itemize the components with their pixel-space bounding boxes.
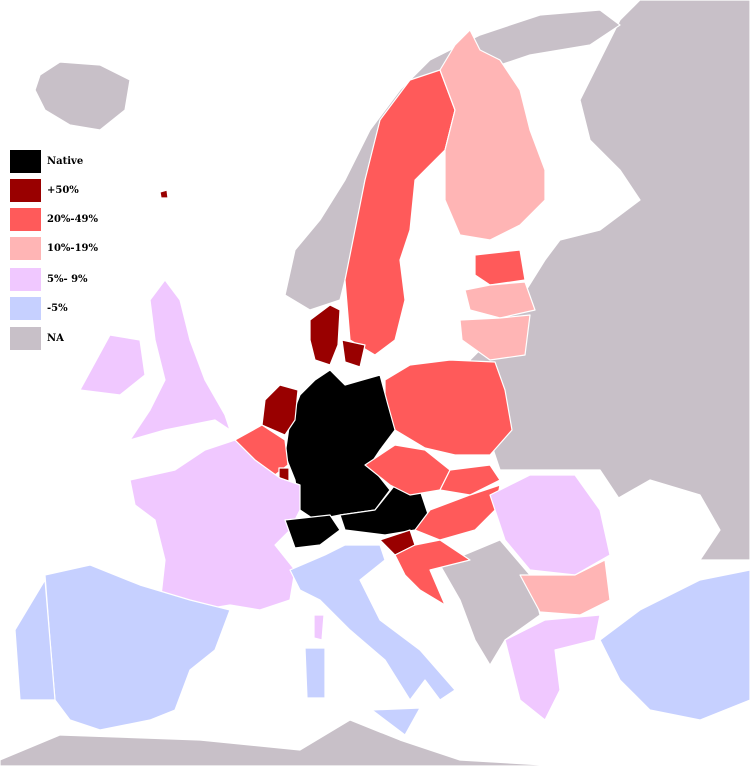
region-east: [469, 0, 750, 561]
region-spain: [44, 564, 231, 731]
legend-item-under-5: -5%: [10, 297, 68, 320]
region-germany: [284, 369, 396, 521]
region-turkey: [599, 569, 750, 721]
region-france: [129, 439, 301, 611]
region-greece: [504, 614, 601, 721]
legend-label: NA: [47, 333, 64, 344]
legend-label: Native: [47, 156, 84, 167]
region-lithuania: [459, 314, 531, 361]
legend-item-50-plus: +50%: [10, 179, 79, 202]
region-croatia: [394, 539, 471, 606]
region-estonia: [474, 249, 526, 286]
legend-item-na: NA: [10, 327, 64, 350]
region-sicily: [371, 707, 421, 736]
legend-label: 20%-49%: [47, 214, 98, 225]
region-poland: [384, 359, 513, 456]
legend-label: 5%- 9%: [47, 274, 88, 285]
region-bulgaria: [519, 559, 611, 616]
region-uk: [129, 279, 231, 441]
region-sweden: [344, 69, 456, 356]
legend-item-native: Native: [10, 150, 83, 173]
region-latvia: [464, 281, 536, 319]
region-sardinia: [304, 647, 326, 699]
region-faroe: [159, 189, 169, 199]
region-romania: [489, 474, 611, 576]
legend-swatch: [10, 150, 41, 173]
region-finland: [439, 29, 546, 241]
legend-item-5-9: 5%- 9%: [10, 268, 88, 291]
region-north-africa: [0, 719, 561, 766]
region-denmark: [309, 304, 341, 366]
legend-swatch: [10, 297, 41, 320]
region-denmark-islands: [341, 339, 366, 368]
region-black-sea: [611, 479, 721, 566]
legend-label: -5%: [47, 303, 68, 314]
legend-swatch: [10, 268, 41, 291]
region-slovakia: [439, 464, 501, 496]
legend-item-10-19: 10%-19%: [10, 237, 98, 260]
region-corsica: [313, 614, 325, 641]
legend-label: 10%-19%: [47, 243, 98, 254]
region-iceland: [34, 61, 131, 131]
region-ireland: [79, 334, 146, 396]
legend-swatch: [10, 327, 41, 350]
legend-item-20-49: 20%-49%: [10, 208, 98, 231]
legend-label: +50%: [47, 185, 79, 196]
region-switzerland: [284, 514, 341, 549]
region-portugal: [14, 579, 56, 701]
legend-swatch: [10, 179, 41, 202]
legend-swatch: [10, 237, 41, 260]
region-italy: [289, 544, 456, 701]
legend-swatch: [10, 208, 41, 231]
